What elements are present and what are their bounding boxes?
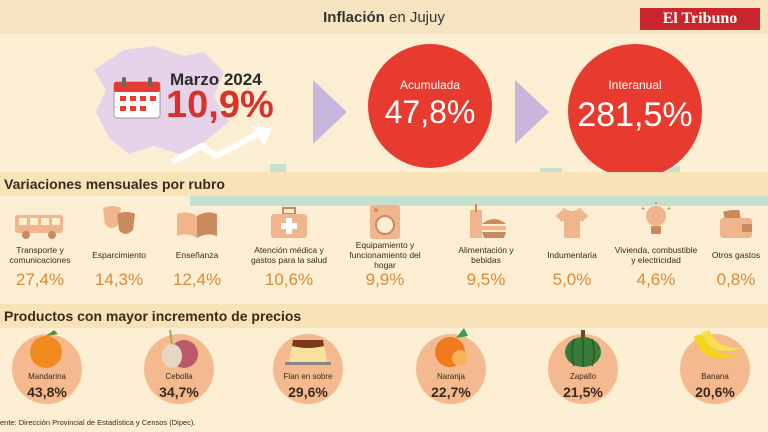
rubro-item: Otros gastos 0,8% — [698, 200, 768, 290]
flan-icon — [285, 340, 331, 365]
first-aid-kit-icon — [271, 207, 307, 238]
product-value: 29,6% — [288, 384, 328, 400]
product-name: Flan en sobre — [283, 372, 333, 381]
rubro-value: 12,4% — [172, 270, 222, 289]
pumpkin-icon — [565, 330, 601, 367]
rubro-name: Alimentación y bebidas — [458, 245, 514, 265]
rubro-item: Transporte y comunicaciones 27,4% — [0, 200, 82, 290]
interannual-label: Interanual — [608, 78, 662, 92]
trend-up-arrow-icon — [170, 126, 272, 165]
rubro-name: Transporte y comunicaciones — [9, 245, 71, 265]
rubro-name: Vivienda, combustible y electricidad — [614, 245, 698, 265]
chevron-right-icon — [313, 80, 347, 144]
rubro-name: Indumentaria — [547, 250, 597, 260]
product-value: 34,7% — [159, 384, 199, 400]
jujuy-map-icon — [94, 46, 229, 154]
product-value: 20,6% — [695, 384, 735, 400]
product-item: Flan en sobre 29,6% — [273, 334, 343, 404]
product-name: Cebolla — [165, 372, 193, 381]
washing-machine-icon — [370, 205, 400, 239]
rubro-item: Atención médica y gastos para la salud 1… — [247, 200, 331, 290]
product-item: Mandarina 43,8% — [12, 330, 82, 404]
rubro-item: Vivienda, combustible y electricidad 4,6… — [614, 200, 698, 290]
productos-title: Productos con mayor incremento de precio… — [4, 308, 302, 324]
orange-icon — [435, 328, 468, 367]
banana-icon — [694, 330, 744, 359]
product-item: Zapallo 21,5% — [548, 330, 618, 404]
rubro-item: Esparcimiento 14,3% — [77, 200, 161, 290]
rubro-value: 5,0% — [552, 270, 592, 289]
rubro-name: Esparcimiento — [92, 250, 146, 260]
rubro-value: 10,6% — [264, 270, 314, 289]
page-title: Inflación en Jujuy — [323, 9, 445, 26]
accumulated-label: Acumulada — [399, 78, 461, 92]
monthly-period: Marzo 2024 — [170, 70, 262, 89]
product-value: 21,5% — [563, 384, 603, 400]
lightbulb-icon — [641, 202, 671, 234]
bus-icon — [15, 215, 63, 239]
rubro-value: 27,4% — [15, 270, 65, 289]
product-item: Banana 20,6% — [680, 330, 750, 404]
interannual-circle: Interanual 281,5% — [568, 44, 702, 178]
hero-section: Marzo 2024 10,9% Acumulada 47,8% Interan… — [0, 36, 768, 206]
monthly-value: 10,9% — [166, 84, 274, 126]
fast-food-icon — [470, 204, 506, 238]
rubro-item: Alimentación y bebidas 9,5% — [444, 200, 528, 290]
product-item: Cebolla 34,7% — [144, 329, 214, 404]
wallet-icon — [720, 210, 752, 238]
onion-icon — [162, 329, 198, 368]
mandarin-icon — [30, 330, 62, 368]
product-value: 22,7% — [431, 384, 471, 400]
product-item: Naranja 22,7% — [416, 328, 486, 404]
product-name: Zapallo — [569, 372, 597, 381]
rubro-item: Enseñanza 12,4% — [155, 200, 239, 290]
rubro-name: Equipamiento y funcionamiento del hogar — [349, 240, 421, 270]
rubros-title: Variaciones mensuales por rubro — [4, 176, 225, 192]
tshirt-icon — [556, 208, 588, 238]
source-note: ente: Dirección Provincial de Estadístic… — [0, 418, 196, 427]
theater-masks-icon — [103, 206, 135, 234]
rubro-value: 4,6% — [636, 270, 676, 289]
rubro-value: 9,5% — [466, 270, 506, 289]
rubro-name: Otros gastos — [711, 250, 761, 260]
rubro-value: 14,3% — [94, 270, 144, 289]
rubro-name: Atención médica y gastos para la salud — [250, 245, 328, 265]
product-name: Naranja — [436, 372, 465, 381]
rubros-title-band — [0, 172, 768, 196]
product-name: Banana — [701, 372, 729, 381]
rubro-name: Enseñanza — [175, 250, 219, 260]
productos-title-band — [0, 304, 768, 328]
product-value: 43,8% — [27, 384, 67, 400]
chevron-right-icon — [515, 80, 549, 144]
interannual-value: 281,5% — [577, 96, 693, 134]
rubro-item: Indumentaria 5,0% — [530, 200, 614, 290]
product-name: Mandarina — [28, 372, 66, 381]
accumulated-value: 47,8% — [384, 94, 476, 130]
rubro-item: Equipamiento y funcionamiento del hogar … — [343, 200, 427, 290]
accumulated-circle: Acumulada 47,8% — [368, 44, 492, 168]
book-icon — [177, 212, 217, 238]
title-bar: Inflación en Jujuy El Tribuno — [0, 0, 768, 34]
rubro-value: 9,9% — [365, 270, 405, 289]
calendar-icon — [113, 77, 161, 119]
brand-logo: El Tribuno — [640, 8, 760, 30]
rubro-value: 0,8% — [716, 270, 756, 289]
